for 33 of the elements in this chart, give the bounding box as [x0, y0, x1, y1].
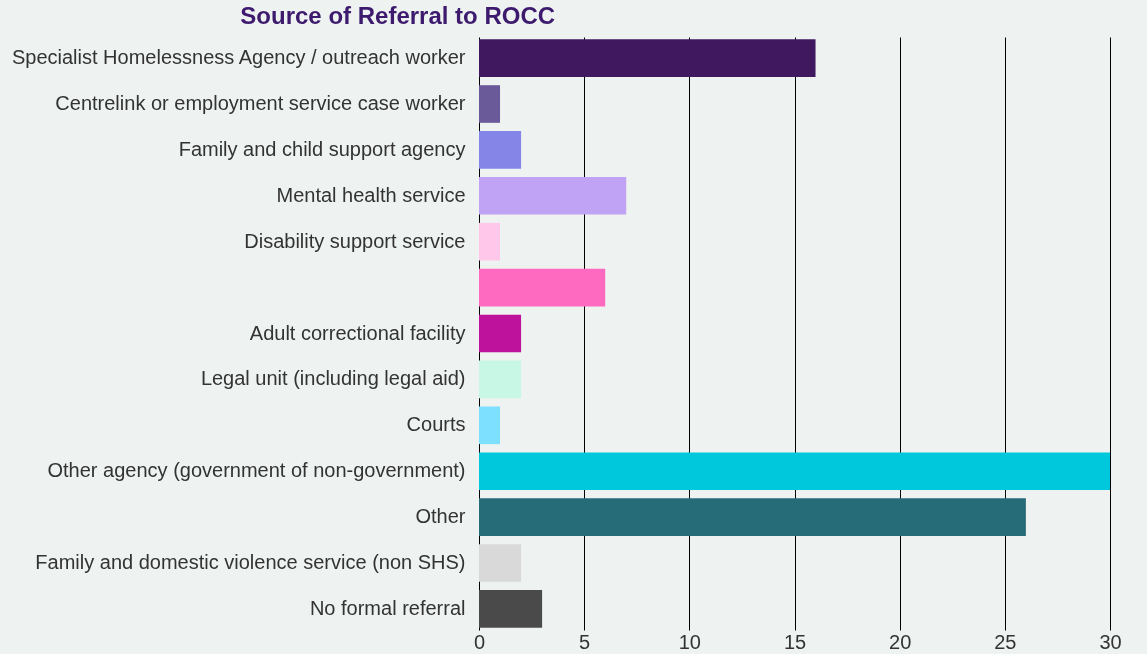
- y-tick-label: Legal unit (including legal aid): [200, 367, 466, 390]
- bar: [479, 314, 522, 353]
- chart-title: Source of Referral to ROCC: [240, 2, 556, 29]
- y-tick-label: No formal referral: [309, 596, 466, 619]
- bar: [479, 39, 816, 77]
- y-tick-label: Family and domestic violence service (non SHS): [35, 550, 466, 573]
- bar: [479, 222, 501, 261]
- bar: [479, 406, 501, 445]
- x-tick-label: 5: [579, 630, 591, 653]
- x-tick-label: 15: [783, 630, 807, 653]
- y-tick-label: Other: [415, 505, 466, 528]
- bar: [479, 85, 501, 123]
- y-tick-label: Adult correctional facility: [249, 321, 466, 344]
- x-tick-label: 30: [1099, 630, 1122, 653]
- y-tick-label: Family and child support agency: [178, 137, 466, 160]
- bar: [479, 590, 543, 628]
- y-tick-label: Specialist Homelessness Agency / outreach worker: [11, 46, 466, 69]
- y-tick-label: Centrelink or employment service case worker: [55, 92, 466, 115]
- y-tick-label: Courts: [406, 413, 466, 436]
- bar: [479, 452, 1110, 491]
- bar: [479, 131, 522, 169]
- x-tick-label: 20: [889, 630, 912, 653]
- y-tick-label: Other agency (government of non-government): [47, 459, 466, 482]
- bar: [479, 360, 522, 399]
- x-tick-label: 0: [473, 630, 486, 653]
- y-tick-label: Disability support service: [244, 229, 466, 252]
- x-tick-label: 10: [678, 630, 701, 653]
- bar: [479, 176, 627, 215]
- bar: [479, 544, 522, 582]
- bar: [479, 498, 1026, 536]
- y-tick-label: Mental health service: [276, 183, 466, 206]
- bar: [479, 268, 606, 307]
- x-tick-label: 25: [994, 630, 1017, 653]
